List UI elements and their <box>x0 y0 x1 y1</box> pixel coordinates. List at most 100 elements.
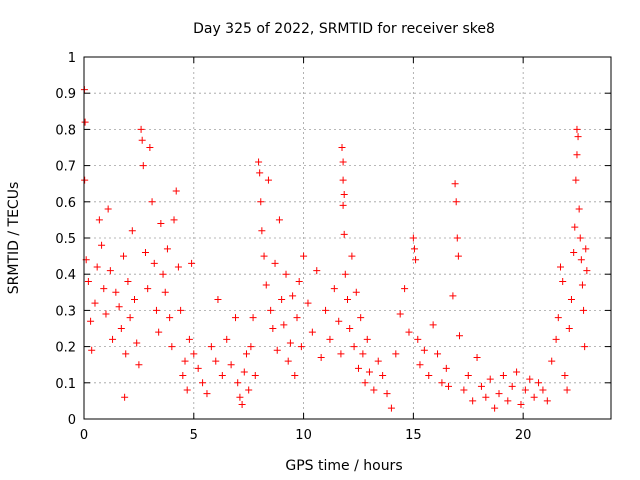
data-point <box>262 281 270 289</box>
data-point <box>577 256 585 264</box>
data-point <box>157 220 165 228</box>
data-point <box>88 346 96 354</box>
y-tick-label: 0.7 <box>55 160 76 175</box>
data-point <box>572 176 580 184</box>
data-point <box>172 187 180 195</box>
data-point <box>341 270 349 278</box>
data-point <box>570 248 578 256</box>
data-point <box>326 335 334 343</box>
data-point <box>396 310 404 318</box>
data-point <box>543 397 551 405</box>
data-point <box>392 350 400 358</box>
data-point <box>257 198 265 206</box>
data-point <box>412 256 420 264</box>
data-point <box>87 317 95 325</box>
data-point <box>567 296 575 304</box>
data-point <box>416 361 424 369</box>
data-point <box>255 158 263 166</box>
data-point <box>242 350 250 358</box>
data-point <box>117 325 125 332</box>
data-point <box>286 339 294 347</box>
data-point <box>425 372 433 380</box>
data-point <box>453 234 461 242</box>
data-point <box>289 292 297 300</box>
data-point <box>513 368 521 376</box>
data-point <box>482 393 490 401</box>
data-point <box>109 335 117 343</box>
data-point <box>337 350 345 358</box>
data-point <box>576 234 584 242</box>
data-point <box>357 314 365 322</box>
data-point <box>203 390 211 398</box>
data-point <box>260 252 268 260</box>
data-point <box>420 346 428 354</box>
data-point <box>313 267 321 275</box>
data-point <box>526 375 534 383</box>
data-point <box>284 357 292 365</box>
data-point <box>280 321 288 329</box>
data-point <box>95 216 103 224</box>
data-point <box>293 314 301 322</box>
data-point <box>354 364 362 372</box>
data-point <box>146 144 154 151</box>
data-point <box>339 176 347 184</box>
y-tick-label: 0.8 <box>55 123 76 138</box>
data-point <box>131 296 139 304</box>
data-point <box>346 325 354 332</box>
data-point <box>473 353 481 361</box>
x-tick-label: 20 <box>515 428 532 443</box>
data-point <box>348 252 356 260</box>
data-point <box>291 372 299 380</box>
data-point <box>361 379 369 387</box>
data-point <box>264 176 272 184</box>
data-point <box>159 270 167 278</box>
data-point <box>170 216 178 224</box>
data-point <box>464 372 472 380</box>
data-point <box>163 245 171 253</box>
data-point <box>282 270 290 278</box>
data-point <box>563 386 571 394</box>
data-point <box>449 292 457 300</box>
data-point <box>504 397 512 405</box>
data-point <box>508 382 516 390</box>
data-point <box>409 234 417 242</box>
data-point <box>582 245 590 253</box>
data-point <box>137 125 145 133</box>
data-point <box>554 314 562 322</box>
data-point <box>81 118 89 126</box>
data-point <box>454 252 462 260</box>
data-point <box>322 306 330 314</box>
data-point <box>405 328 413 336</box>
data-point <box>128 227 136 235</box>
data-point <box>495 390 503 398</box>
data-point <box>460 386 468 394</box>
data-point <box>194 364 202 372</box>
data-point <box>573 151 581 159</box>
data-point <box>359 350 367 358</box>
data-point <box>556 263 564 271</box>
data-point <box>452 198 460 206</box>
data-point <box>580 306 588 314</box>
data-point <box>218 372 226 380</box>
data-point <box>340 230 348 238</box>
x-tick-label: 5 <box>190 428 198 443</box>
data-point <box>199 379 207 387</box>
data-point <box>179 372 187 380</box>
data-point <box>166 314 174 322</box>
x-tick-label: 10 <box>295 428 312 443</box>
data-point <box>363 335 371 343</box>
data-point <box>249 314 257 322</box>
data-point <box>455 332 463 340</box>
data-point <box>223 335 231 343</box>
data-point <box>138 136 146 144</box>
chart-title: Day 325 of 2022, SRMTID for receiver ske… <box>193 21 495 37</box>
y-tick-label: 0.1 <box>55 377 76 392</box>
data-point <box>207 343 215 351</box>
data-point <box>338 144 346 151</box>
data-point <box>552 335 560 343</box>
data-point <box>245 386 253 394</box>
data-point <box>258 227 266 235</box>
data-point <box>438 379 446 387</box>
y-axis-label: SRMTID / TECUs <box>6 182 22 295</box>
